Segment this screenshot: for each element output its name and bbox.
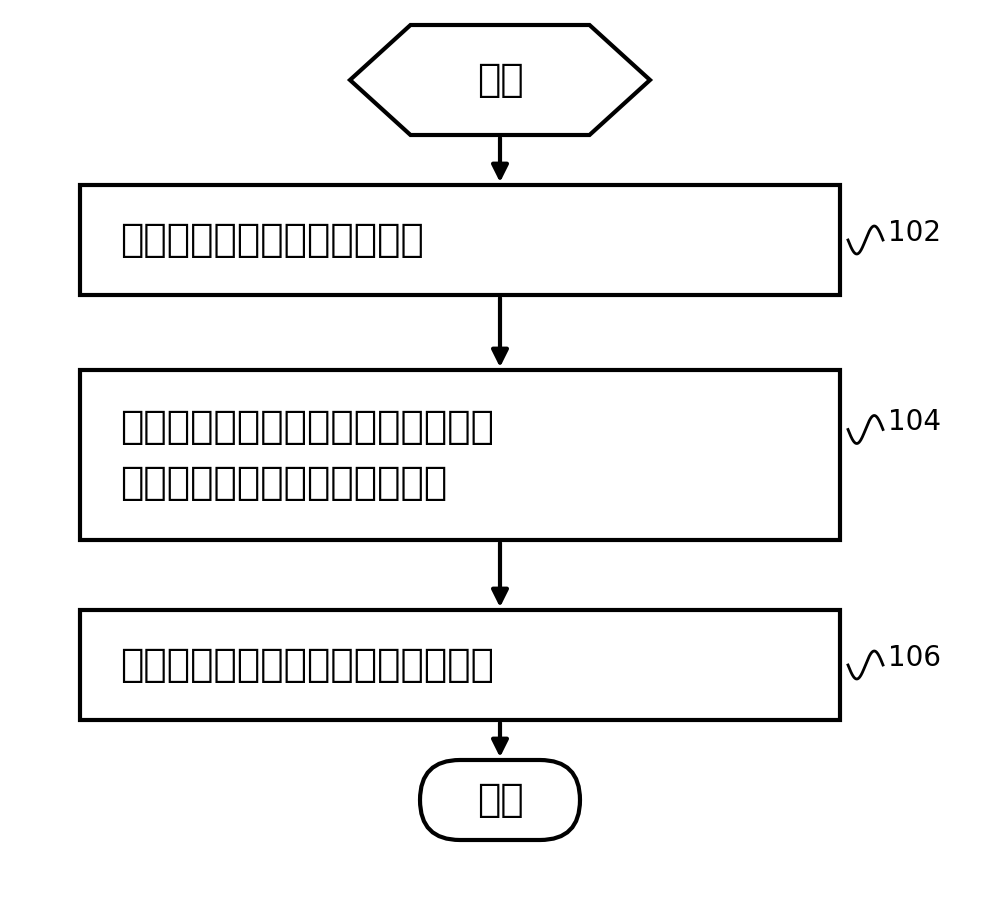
FancyBboxPatch shape [420, 760, 580, 840]
Text: 结束: 结束 [477, 781, 523, 819]
Text: 102: 102 [888, 219, 941, 247]
Bar [80, 185, 840, 295]
Text: 根据第一预设对应关系，确定当前工
作模式对应的第一目标防抖参数: 根据第一预设对应关系，确定当前工 作模式对应的第一目标防抖参数 [120, 408, 494, 502]
Text: 获取摄像模组的当前工作模式: 获取摄像模组的当前工作模式 [120, 221, 424, 259]
Bar [80, 610, 840, 720]
Bar [80, 370, 840, 540]
Polygon shape [350, 25, 650, 135]
Text: 104: 104 [888, 409, 941, 437]
Text: 开始: 开始 [477, 61, 523, 99]
Text: 106: 106 [888, 644, 941, 672]
Text: 根据第一目标防抖参数配置摄像模组: 根据第一目标防抖参数配置摄像模组 [120, 646, 494, 684]
